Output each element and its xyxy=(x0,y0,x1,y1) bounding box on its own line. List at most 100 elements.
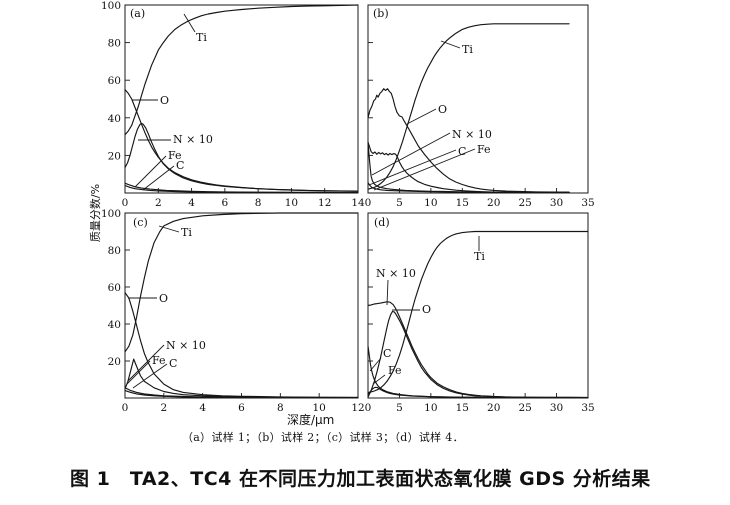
y-tick-label: 20 xyxy=(108,356,121,368)
x-tick-label: 6 xyxy=(222,197,229,209)
leader-line xyxy=(368,149,457,186)
y-tick-label: 20 xyxy=(108,150,121,162)
y-tick-label: 100 xyxy=(101,0,121,12)
label-b-C: C xyxy=(458,145,466,158)
leader-line xyxy=(440,40,461,49)
leader-line xyxy=(132,363,168,389)
leader-line xyxy=(406,108,437,125)
curve-c-C xyxy=(124,390,359,399)
leader-line xyxy=(371,132,451,176)
leader-line xyxy=(126,360,151,385)
y-tick-label: 100 xyxy=(101,208,121,220)
x-tick-label: 10 xyxy=(285,197,298,209)
label-b-b: (b) xyxy=(373,7,389,20)
figure-caption: 图 1 TA2、TC4 在不同压力加工表面状态氧化膜 GDS 分析结果 xyxy=(70,468,651,490)
label-c-c: (c) xyxy=(133,216,148,229)
leader-line xyxy=(369,357,382,372)
x-tick-label: 0 xyxy=(365,197,372,209)
x-tick-label: 20 xyxy=(487,197,500,209)
y-axis-label: 质量分数/% xyxy=(89,183,102,243)
label-d-d: (d) xyxy=(374,216,390,229)
label-c-N10: N × 10 xyxy=(166,339,206,352)
x-tick-label: 30 xyxy=(550,197,563,209)
curve-b-Fe xyxy=(367,182,570,193)
label-a-Ti: Ti xyxy=(196,31,207,44)
curve-c-O xyxy=(124,292,359,398)
curve-a-N10 xyxy=(124,122,359,192)
x-tick-label: 10 xyxy=(312,402,325,414)
x-tick-label: 25 xyxy=(518,402,531,414)
y-tick-label: 80 xyxy=(108,38,121,50)
panel-key-caption: （a）试样 1；（b）试样 2；（c）试样 3；（d）试样 4． xyxy=(182,431,464,444)
y-tick-label: 40 xyxy=(108,113,121,125)
x-tick-label: 5 xyxy=(396,402,403,414)
label-c-Fe: Fe xyxy=(152,354,166,367)
x-tick-label: 14 xyxy=(351,197,365,209)
curve-d-Ti xyxy=(367,230,589,393)
x-tick-label: 2 xyxy=(160,402,167,414)
plot-frame-c xyxy=(124,212,359,399)
panel-a: 0 2 4 6 8 10 12 14 20 40 60 80 100 (a) Ti O N × 10 FeC xyxy=(101,0,365,209)
curve-a-C xyxy=(124,184,359,194)
x-tick-label: 0 xyxy=(122,402,129,414)
curve-a-Ti xyxy=(124,4,359,136)
y-tick-label: 60 xyxy=(108,75,121,87)
label-d-Fe: Fe xyxy=(388,364,402,377)
label-a-O: O xyxy=(160,94,169,107)
x-tick-label: 12 xyxy=(318,197,331,209)
panel-d: 0 5 10 15 20 25 30 35 (d) N × 10 O Ti C Fe xyxy=(365,212,595,414)
x-tick-label: 12 xyxy=(351,402,364,414)
leader-line xyxy=(183,13,196,33)
x-tick-label: 30 xyxy=(550,402,563,414)
label-a-N10: N × 10 xyxy=(173,133,213,146)
plot-frame-a xyxy=(124,4,359,194)
panel-b: 0 5 10 15 20 25 30 35 (b) Ti O N × 10 C Fe xyxy=(365,4,595,209)
x-tick-label: 15 xyxy=(456,197,469,209)
label-a-C: C xyxy=(176,159,184,172)
x-tick-label: 0 xyxy=(365,402,372,414)
curve-b-O xyxy=(367,88,570,193)
plot-frame-b xyxy=(367,4,589,194)
leader-line xyxy=(158,225,180,233)
x-tick-label: 5 xyxy=(396,197,403,209)
y-tick-label: 60 xyxy=(108,282,121,294)
y-tick-label: 80 xyxy=(108,245,121,257)
label-d-Ti: Ti xyxy=(474,250,485,263)
x-tick-label: 25 xyxy=(518,197,531,209)
x-tick-label: 10 xyxy=(424,402,437,414)
x-axis-label: 深度/μm xyxy=(287,413,335,427)
curve-b-C xyxy=(367,141,570,193)
x-tick-label: 8 xyxy=(277,402,284,414)
label-b-N10: N × 10 xyxy=(452,128,492,141)
x-tick-label: 6 xyxy=(238,402,245,414)
curve-d-Fe xyxy=(367,386,589,399)
label-a-a: (a) xyxy=(130,7,145,20)
x-tick-label: 35 xyxy=(581,197,594,209)
leader-line xyxy=(134,155,167,188)
label-c-O: O xyxy=(159,292,168,305)
x-tick-label: 20 xyxy=(487,402,500,414)
label-b-Fe: Fe xyxy=(477,143,491,156)
label-b-Ti: Ti xyxy=(462,43,473,56)
curve-c-Ti xyxy=(124,212,359,353)
label-a-Fe: Fe xyxy=(168,149,182,162)
x-tick-label: 4 xyxy=(199,402,206,414)
label-c-C: C xyxy=(169,357,177,370)
curve-b-Ti xyxy=(367,23,570,190)
x-tick-label: 8 xyxy=(255,197,262,209)
y-tick-label: 40 xyxy=(108,319,121,331)
leader-line xyxy=(386,279,389,306)
x-tick-label: 0 xyxy=(122,197,129,209)
x-tick-label: 35 xyxy=(581,402,594,414)
leader-line xyxy=(142,165,175,191)
label-d-N10: N × 10 xyxy=(376,267,416,280)
leader-line xyxy=(127,344,165,382)
curve-b-N10 xyxy=(367,141,570,193)
leader-line xyxy=(373,148,476,191)
curve-d-N10 xyxy=(367,310,589,399)
label-c-Ti: Ti xyxy=(181,226,192,239)
x-tick-label: 10 xyxy=(424,197,437,209)
